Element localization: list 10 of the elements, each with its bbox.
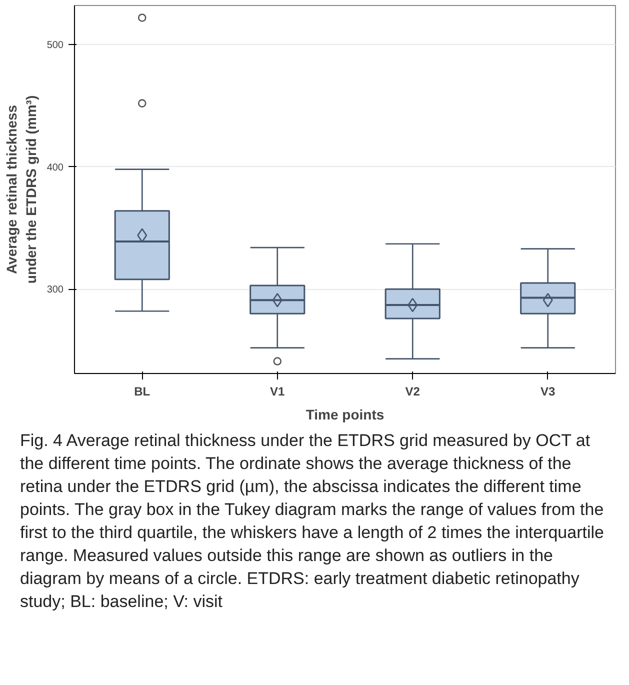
x-tick-label: V3 <box>540 384 556 398</box>
caption: Fig. 4 Average retinal thickness under the ETDRS grid measured by OCT at the different time points. The ordinate shows the average thickness of the retina under the ETDRS grid (µm), the abscissa indicates the different time points. The gray box in the Tukey diagram marks the range of values from the first to the third quartile, the whiskers have a length of 2 times the interquartile range. Measured values outside this range are shown as outliers in the diagram by means of a circle. ETDRS: early treatment diabetic retinopathy study; BL: baseline; V: visit <box>20 430 605 613</box>
x-axis-title: Time points <box>306 406 384 422</box>
x-tick-label: V1 <box>270 384 286 398</box>
y-tick-label: 500 <box>46 40 64 52</box>
x-tick-label: BL <box>134 384 150 398</box>
y-tick-label: 400 <box>46 162 64 174</box>
y-tick-label: 300 <box>46 284 64 296</box>
x-tick-label: V2 <box>405 384 420 398</box>
y-axis-title: Average retinal thickness under the ETDRS grid (mm³) <box>4 95 39 284</box>
